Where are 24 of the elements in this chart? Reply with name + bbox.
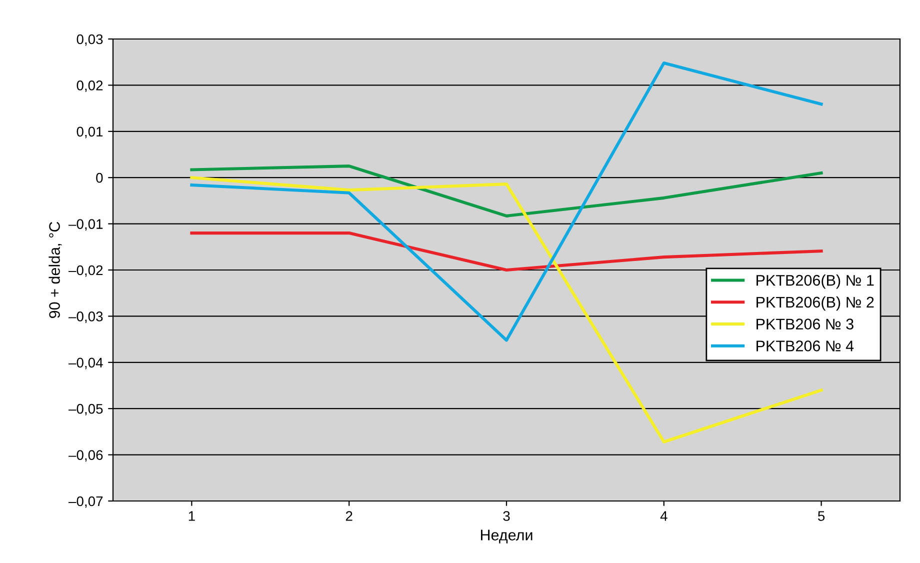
y-axis-title: 90 + delda, °C: [48, 222, 62, 318]
x-tick-label: 3: [503, 511, 510, 521]
y-tick-label: 0,02: [76, 80, 103, 92]
line-series: [190, 164, 823, 218]
x-axis-title: Недели: [480, 530, 532, 544]
y-tick-label: 0: [96, 172, 103, 183]
y-tick-label: –0,05: [68, 404, 103, 416]
y-tick-label: 0,03: [76, 34, 103, 46]
y-tick-label: –0,03: [68, 312, 103, 324]
y-tick-label: –0,01: [68, 219, 103, 231]
x-tick-label: 5: [818, 511, 825, 521]
y-tick-label: –0,06: [68, 450, 103, 462]
y-tick-label: –0,04: [68, 358, 103, 370]
y-tick-label: 0,01: [76, 126, 103, 138]
line-series: [190, 232, 823, 272]
legend-label: PKTB206(B) № 2: [756, 296, 874, 311]
x-tick-label: 1: [188, 511, 195, 521]
x-tick-label: 2: [346, 511, 352, 521]
legend-label: PKTB206 № 4: [756, 340, 854, 352]
legend-label: PKTB206 № 3: [756, 318, 854, 330]
y-tick-label: –0,07: [68, 496, 103, 508]
x-tick-label: 4: [660, 511, 668, 521]
y-tick-label: –0,02: [68, 265, 103, 277]
legend-label: PKTB206(B) № 1: [756, 274, 874, 289]
